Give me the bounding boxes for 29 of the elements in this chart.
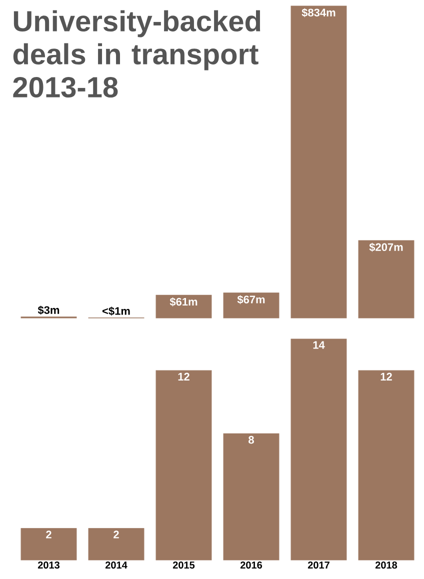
data-label: 8 [248, 436, 254, 444]
x-tick-label: 2015 [172, 562, 195, 569]
bar [156, 370, 212, 560]
data-label: $834m [302, 8, 336, 18]
data-label: $61m [170, 297, 198, 306]
bar [290, 6, 347, 318]
data-label: $3m [38, 306, 60, 315]
bar [358, 370, 414, 560]
data-label: 12 [178, 372, 190, 380]
bar [223, 292, 280, 318]
bar [88, 528, 144, 560]
bar [290, 338, 347, 560]
text: University-backed deals in transport 2013-18 [13, 10, 260, 98]
data-label: 2 [46, 530, 52, 538]
data-label: $67m [237, 295, 265, 304]
bar [223, 433, 280, 560]
data-label: $207m [369, 242, 403, 252]
bar [20, 528, 77, 560]
x-tick-label: 2017 [308, 562, 330, 569]
x-tick-label: 2013 [38, 562, 60, 569]
x-tick-label: 2016 [240, 562, 262, 569]
x-tick-label: 2018 [375, 562, 398, 569]
data-label: 14 [313, 341, 325, 349]
data-label: 2 [114, 530, 119, 538]
data-label: 12 [380, 372, 392, 380]
data-label: <$1m [102, 306, 130, 316]
bar [156, 294, 212, 318]
bar [358, 240, 414, 318]
x-tick-label: 2014 [105, 562, 128, 569]
